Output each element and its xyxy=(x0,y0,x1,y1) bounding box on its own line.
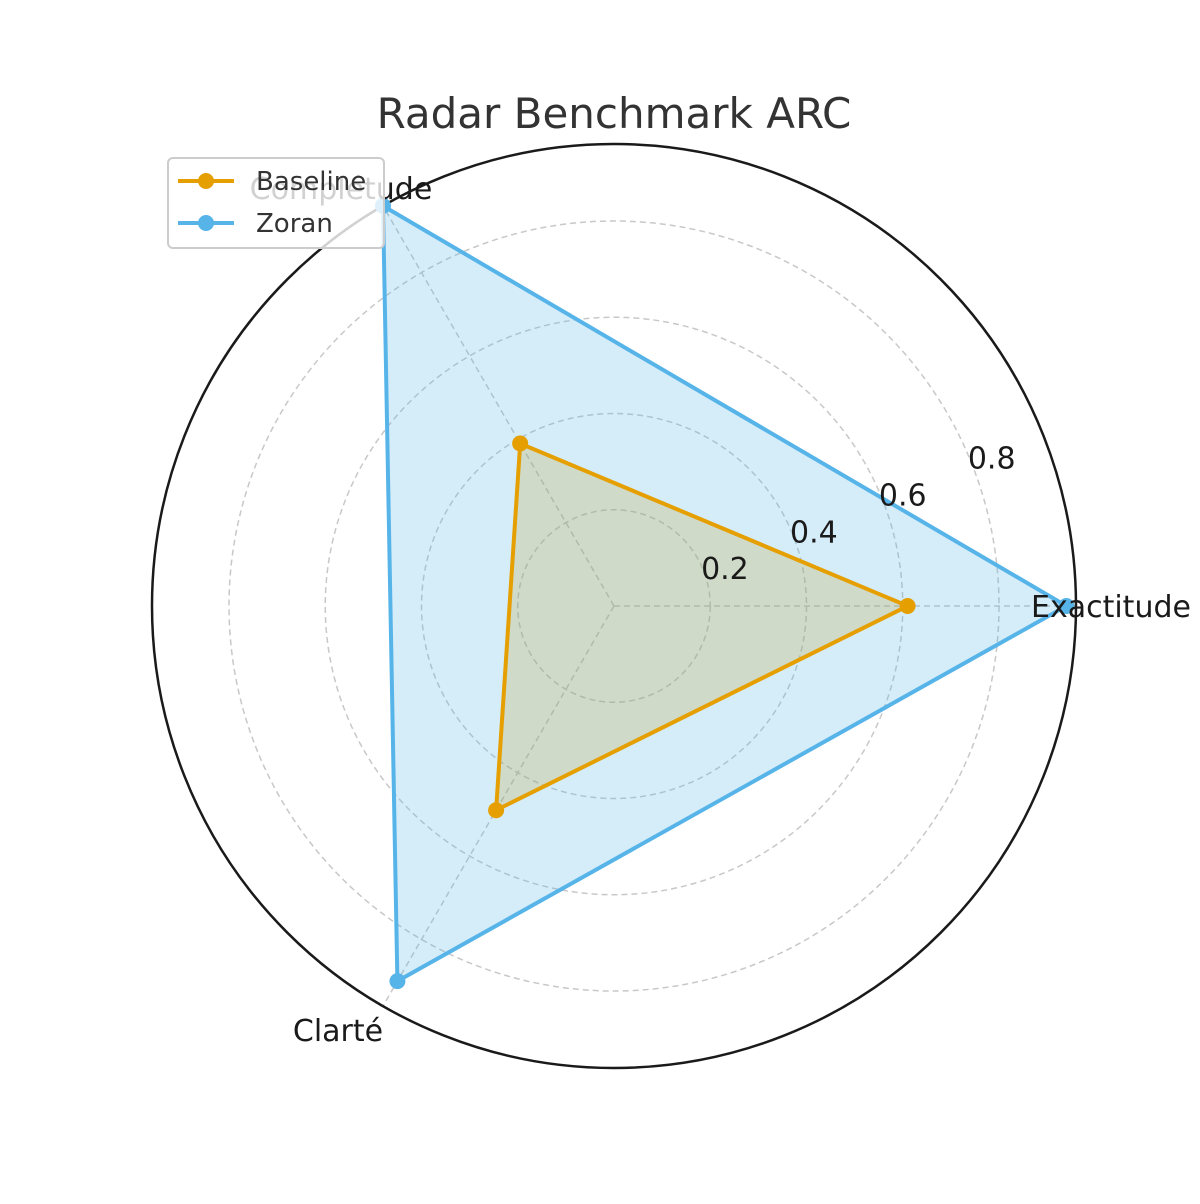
series-lines xyxy=(380,202,1071,985)
series-fill-1 xyxy=(383,205,1067,982)
series-fill-0 xyxy=(496,443,908,811)
category-label-2: Clarté xyxy=(293,1014,383,1049)
outer-frame xyxy=(150,142,1078,1070)
series-fills xyxy=(383,205,1067,982)
grid-circle-0 xyxy=(517,509,711,703)
series-0-point-1 xyxy=(512,435,529,452)
series-1-point-0 xyxy=(1058,598,1075,614)
radial-tick-label-2: 0.6 xyxy=(879,479,927,514)
chart-title: Radar Benchmark ARC xyxy=(377,89,852,138)
radial-tick-label-1: 0.4 xyxy=(790,515,838,550)
category-label-0: Exactitude xyxy=(1031,590,1191,625)
series-0-point-0 xyxy=(899,598,916,614)
grid-spoke-1 xyxy=(382,205,615,607)
radial-tick-label-0: 0.2 xyxy=(701,552,749,587)
series-0-point-2 xyxy=(488,802,505,819)
legend-items: Baseline Zoran xyxy=(178,167,366,239)
legend-label-0: Baseline xyxy=(256,167,366,197)
radial-tick-label-3: 0.8 xyxy=(968,442,1016,477)
legend: Baseline Zoran xyxy=(167,157,385,249)
legend-marker-1 xyxy=(198,215,214,231)
series-line-1 xyxy=(380,202,1071,985)
series-line-0 xyxy=(493,440,913,814)
legend-marker-0 xyxy=(198,173,214,189)
legend-label-1: Zoran xyxy=(256,209,333,239)
series-1-point-2 xyxy=(389,973,406,990)
